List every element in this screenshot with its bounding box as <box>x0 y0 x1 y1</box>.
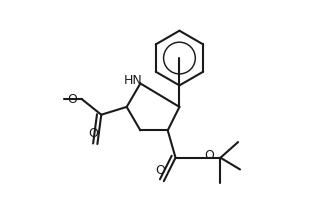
Text: O: O <box>204 149 214 162</box>
Text: O: O <box>155 164 165 177</box>
Text: HN: HN <box>124 74 143 87</box>
Text: O: O <box>67 92 77 106</box>
Text: O: O <box>89 127 98 140</box>
